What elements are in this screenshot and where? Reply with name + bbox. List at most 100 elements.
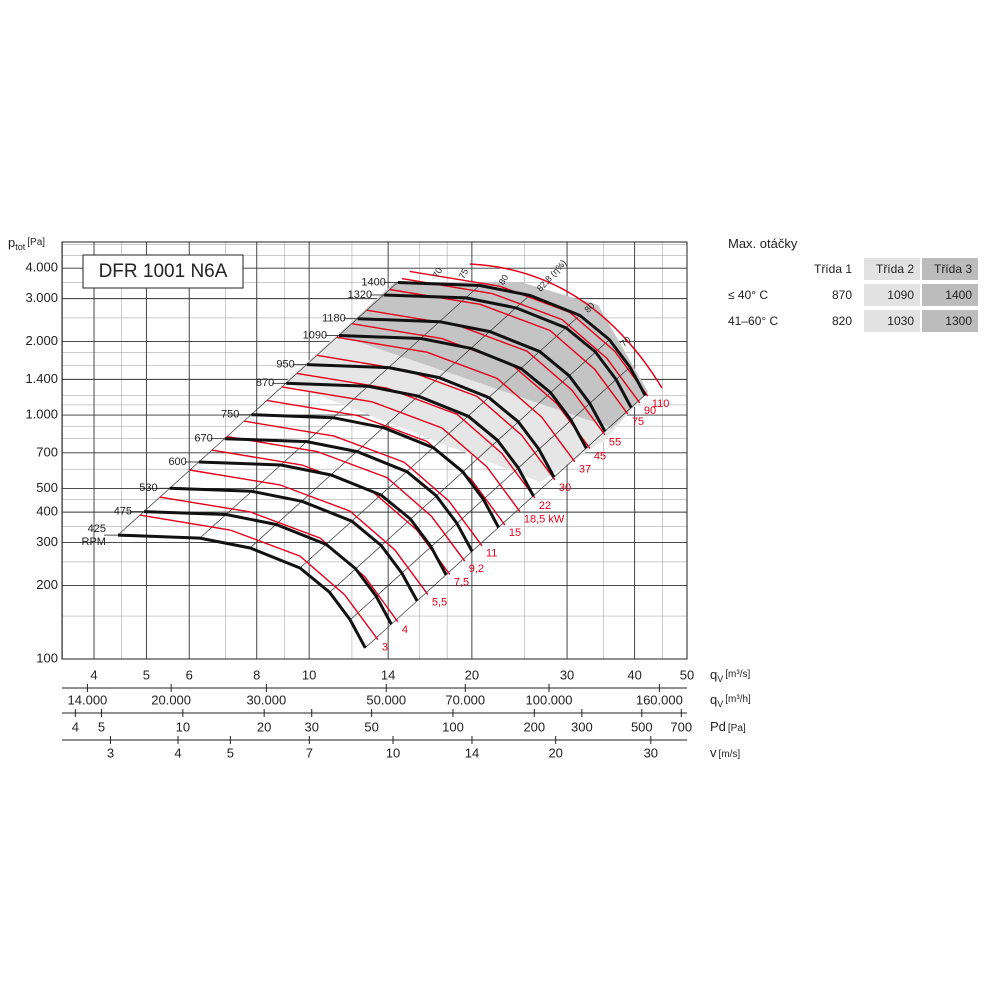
axis-label-main: q — [710, 692, 717, 707]
power-curve — [139, 514, 379, 641]
secondary-tick-label: 14.000 — [68, 692, 108, 707]
efficiency-label: 75 — [457, 267, 471, 281]
table-cell: 1400 — [922, 284, 978, 306]
rpm-label: 475 — [114, 505, 132, 517]
power-curve — [316, 354, 556, 481]
table-cell: 1030 — [864, 310, 920, 332]
y-tick-label: 700 — [36, 444, 58, 459]
power-label: 110 — [652, 398, 670, 410]
y-tick-label: 300 — [36, 534, 58, 549]
rpm-label: 530 — [139, 482, 157, 494]
power-curve — [401, 277, 641, 404]
row-label: ≤ 40° C — [728, 288, 769, 302]
power-label: 7,5 — [454, 576, 469, 588]
rpm-label: 950 — [276, 359, 294, 371]
skew-line — [199, 284, 481, 539]
x-tick-label: 14 — [381, 667, 395, 682]
skew-line — [249, 294, 531, 549]
axis-label-sub: tot — [15, 242, 26, 252]
skew-line — [364, 394, 646, 649]
x-tick-label: 6 — [186, 667, 193, 682]
rpm-curve — [251, 413, 500, 529]
rpm-label: 600 — [168, 456, 186, 468]
secondary-tick-label: 100.000 — [526, 692, 573, 707]
rpm-label: 425 — [88, 523, 106, 535]
y-tick-label: 2.000 — [25, 333, 58, 348]
axis-label-sub: V — [717, 674, 723, 684]
axis-label-sub: V — [717, 699, 723, 709]
power-curve — [389, 288, 629, 415]
secondary-tick-label: 300 — [571, 719, 593, 734]
power-label: 45 — [594, 450, 606, 462]
secondary-tick-label: 4 — [174, 745, 181, 760]
rpm-label: 870 — [256, 377, 274, 389]
title-box — [82, 254, 244, 289]
x-tick-label: 5 — [143, 667, 150, 682]
axis-label-main: p — [8, 235, 15, 250]
rpm-label: 1400 — [361, 276, 385, 288]
table-cell: 1300 — [922, 310, 978, 332]
power-curve — [189, 469, 429, 595]
axis-label-unit: [Pa] — [728, 723, 746, 734]
secondary-tick-label: 50.000 — [366, 692, 406, 707]
secondary-tick-label: 200 — [523, 719, 545, 734]
axis-label-unit: [m/s] — [719, 749, 741, 760]
rpm-curve — [384, 293, 633, 409]
axis-label-unit: [m³/s] — [725, 669, 750, 680]
secondary-tick-label: 50 — [364, 719, 378, 734]
rpm-curve — [286, 381, 535, 497]
power-label: 30 — [559, 482, 571, 494]
axis-label: qV [m³/s] — [710, 667, 750, 684]
table-header: Třída 3 — [922, 258, 978, 280]
secondary-tick-label: 20 — [548, 745, 562, 760]
x-tick-label: 40 — [627, 667, 641, 682]
rpm-label: 750 — [221, 409, 239, 421]
axis-label-unit: [m³/h] — [725, 694, 751, 705]
table-header: Třída 2 — [864, 258, 920, 280]
table-cell: 1090 — [864, 284, 920, 306]
axis-label-unit: [Pa] — [27, 237, 45, 248]
power-label: 22 — [539, 500, 551, 512]
axis-label-main: q — [710, 667, 717, 682]
skew-line — [117, 281, 399, 536]
max-speed-table: Max. otáčky Třída 1 Třída 2 Třída 3 ≤ 40° C… — [720, 232, 990, 342]
skew-line — [329, 338, 611, 593]
power-label: 9,2 — [469, 563, 484, 575]
y-tick-label: 3.000 — [25, 290, 58, 305]
y-tick-label: 1.400 — [25, 371, 58, 386]
power-curve — [266, 399, 506, 526]
y-tick-label: 1.000 — [25, 406, 58, 421]
secondary-tick-label: 4 — [72, 719, 79, 734]
rpm-curve — [306, 363, 556, 479]
secondary-tick-label: 3 — [107, 745, 114, 760]
x-tick-label: 50 — [680, 667, 694, 682]
power-curve — [243, 420, 483, 547]
rpm-label: 1180 — [322, 313, 346, 325]
power-label: 55 — [609, 437, 621, 449]
secondary-tick-label: 20 — [257, 719, 271, 734]
secondary-tick-label: 5 — [227, 745, 234, 760]
x-tick-label: 30 — [560, 667, 574, 682]
power-curve — [159, 496, 399, 623]
chart-title: DFR 1001 N6A — [99, 261, 228, 282]
rpm-curve — [169, 486, 419, 602]
y-tick-label: 400 — [36, 504, 58, 519]
secondary-tick-label: 160.000 — [636, 692, 683, 707]
power-label: 15 — [509, 527, 521, 539]
rpm-curve — [357, 317, 607, 433]
efficiency-label: 80 — [497, 273, 511, 287]
rpm-curve — [224, 437, 474, 553]
skew-lines — [117, 281, 646, 649]
rpm-curve — [339, 334, 588, 450]
power-curve — [281, 386, 521, 513]
x-tick-label: 8 — [253, 667, 260, 682]
power-label: 18,5 kW — [524, 513, 565, 525]
secondary-tick-label: 500 — [631, 719, 653, 734]
secondary-tick-label: 30 — [644, 745, 658, 760]
table-title: Max. otáčky — [728, 236, 798, 251]
plot-frame — [61, 241, 688, 660]
axes: 4 5 6 8 10 14 20 30 40 501002003004005007001.0001… — [8, 235, 751, 760]
y-tick-label: 500 — [36, 480, 58, 495]
